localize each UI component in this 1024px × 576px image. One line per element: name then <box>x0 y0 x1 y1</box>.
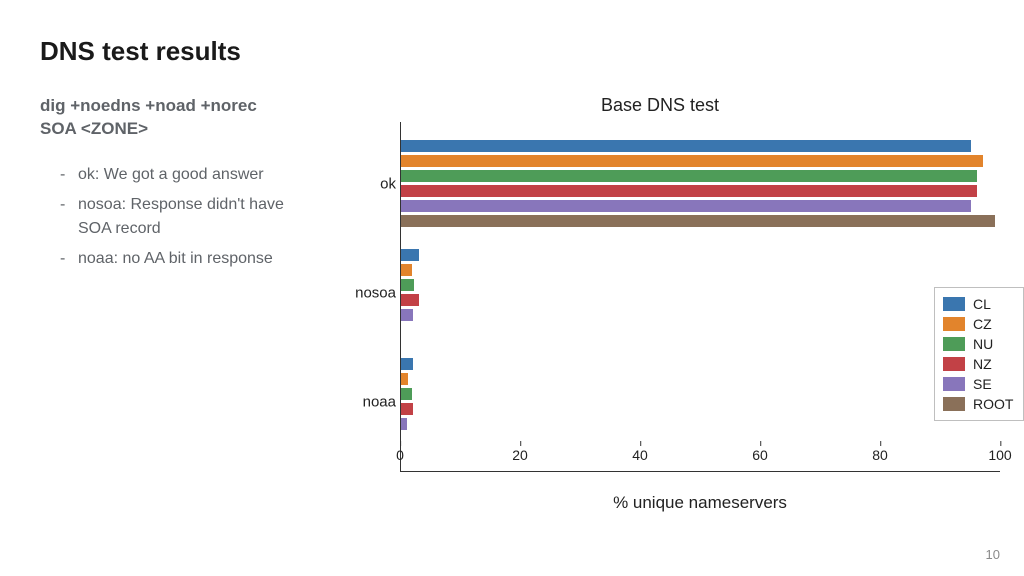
legend-row: NU <box>943 334 1013 354</box>
chart-bar <box>401 215 995 227</box>
chart-bar <box>401 155 983 167</box>
chart-bar <box>401 418 407 430</box>
legend-swatch <box>943 357 965 371</box>
bullet-item: ok: We got a good answer <box>60 163 316 187</box>
chart-xtick: 20 <box>512 447 528 463</box>
left-column: dig +noedns +noad +norec SOA <ZONE> ok: … <box>40 95 340 525</box>
legend-label: CL <box>973 296 991 312</box>
chart-category-label: nosoa <box>355 284 396 301</box>
chart-category-label: ok <box>380 175 396 192</box>
chart-bar <box>401 185 977 197</box>
bullet-item: nosoa: Response didn't have SOA record <box>60 193 316 241</box>
chart-bar <box>401 358 413 370</box>
command-block: dig +noedns +noad +norec SOA <ZONE> <box>40 95 316 141</box>
right-column: Base DNS test oknosoanoaa % unique names… <box>340 95 984 525</box>
bullet-list: ok: We got a good answer nosoa: Response… <box>40 163 316 271</box>
chart-xtick: 60 <box>752 447 768 463</box>
chart-category-label: noaa <box>363 393 396 410</box>
chart-bar <box>401 388 412 400</box>
chart-bar <box>401 403 413 415</box>
legend-swatch <box>943 317 965 331</box>
legend-label: CZ <box>973 316 992 332</box>
legend-row: CZ <box>943 314 1013 334</box>
legend-label: ROOT <box>973 396 1013 412</box>
chart-xtick: 80 <box>872 447 888 463</box>
legend-swatch <box>943 337 965 351</box>
legend-swatch <box>943 377 965 391</box>
chart-bar <box>401 294 419 306</box>
chart-xlabel: % unique nameservers <box>400 493 1000 513</box>
page-number: 10 <box>986 547 1000 562</box>
chart-xtick: 40 <box>632 447 648 463</box>
chart-bar <box>401 373 408 385</box>
command-line-2: SOA <ZONE> <box>40 118 316 141</box>
content-row: dig +noedns +noad +norec SOA <ZONE> ok: … <box>40 95 984 525</box>
legend-swatch <box>943 397 965 411</box>
chart-wrap: Base DNS test oknosoanoaa % unique names… <box>340 95 980 525</box>
legend-label: SE <box>973 376 992 392</box>
chart-bar <box>401 200 971 212</box>
bullet-item: noaa: no AA bit in response <box>60 247 316 271</box>
legend-row: NZ <box>943 354 1013 374</box>
legend-row: SE <box>943 374 1013 394</box>
chart-xtick: 0 <box>396 447 404 463</box>
slide: DNS test results dig +noedns +noad +nore… <box>0 0 1024 576</box>
chart-bar <box>401 249 419 261</box>
chart-bar <box>401 309 413 321</box>
legend-row: CL <box>943 294 1013 314</box>
chart-title: Base DNS test <box>340 95 980 116</box>
chart-bar <box>401 279 414 291</box>
legend-swatch <box>943 297 965 311</box>
chart-plot-area: oknosoanoaa <box>400 122 1000 472</box>
legend-label: NU <box>973 336 993 352</box>
chart-bar <box>401 264 412 276</box>
legend-row: ROOT <box>943 394 1013 414</box>
command-line-1: dig +noedns +noad +norec <box>40 95 316 118</box>
chart-xtick: 100 <box>988 447 1011 463</box>
legend-label: NZ <box>973 356 992 372</box>
chart-bar <box>401 140 971 152</box>
chart-legend: CL CZ NU NZ SE ROOT <box>934 287 1024 421</box>
chart-bar <box>401 170 977 182</box>
page-title: DNS test results <box>40 36 984 67</box>
